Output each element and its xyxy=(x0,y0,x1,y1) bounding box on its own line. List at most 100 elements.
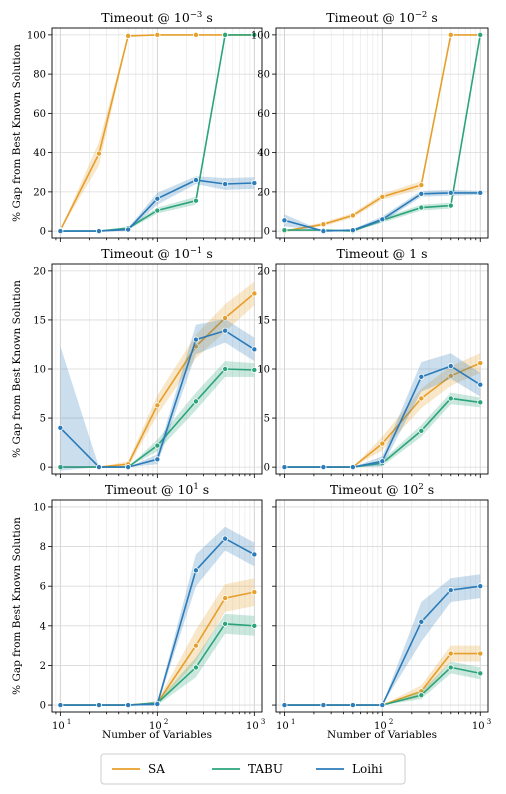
confidence-band-sa xyxy=(60,578,255,706)
x-tick-label-exponent: 1 xyxy=(67,718,71,726)
data-point-sa xyxy=(379,440,386,447)
data-point-tabu xyxy=(192,664,199,671)
data-point-tabu xyxy=(251,31,258,38)
data-point-loihi xyxy=(251,551,258,558)
x-tick-label: 10 xyxy=(246,721,259,732)
data-point-sa xyxy=(154,31,161,38)
legend-label-sa: SA xyxy=(148,762,165,776)
x-tick-label: 10 xyxy=(149,721,162,732)
data-point-sa xyxy=(222,314,229,321)
chart-title: Timeout @ 1 s xyxy=(337,246,428,261)
data-point-tabu xyxy=(418,692,425,699)
y-tick-label: 0 xyxy=(264,463,270,474)
chart-title: Timeout @ 10−3 s xyxy=(101,10,212,25)
chart-panel-3: 0 5 10 15 20 Timeout @ 10−1 s xyxy=(33,246,263,478)
data-point-loihi xyxy=(477,583,484,590)
legend: SA TABU Loihi xyxy=(100,753,406,785)
data-point-loihi xyxy=(447,189,454,196)
data-point-sa xyxy=(125,32,132,39)
confidence-band-loihi xyxy=(60,319,255,471)
data-point-sa xyxy=(477,650,484,657)
y-tick-label: 10 xyxy=(257,365,270,376)
data-point-loihi xyxy=(447,363,454,370)
y-tick-label: 20 xyxy=(257,266,270,277)
data-point-sa xyxy=(418,182,425,189)
y-tick-label: 0 xyxy=(40,463,46,474)
data-point-sa xyxy=(251,589,258,596)
y-axis-label: % Gap from Best Known Solution xyxy=(11,280,23,458)
x-tick-label-exponent: 2 xyxy=(164,718,168,726)
y-tick-label: 5 xyxy=(264,414,270,425)
y-tick-label: 100 xyxy=(251,30,270,41)
data-point-tabu xyxy=(192,398,199,405)
data-point-sa xyxy=(418,395,425,402)
data-point-loihi xyxy=(125,464,132,471)
chart-title: Timeout @ 10−1 s xyxy=(101,246,212,261)
data-point-tabu xyxy=(418,427,425,434)
data-point-sa xyxy=(154,402,161,409)
data-point-tabu xyxy=(447,664,454,671)
data-point-loihi xyxy=(281,217,288,224)
x-tick-label: 10 xyxy=(276,721,289,732)
y-tick-label: 60 xyxy=(33,109,46,120)
data-point-tabu xyxy=(251,366,258,373)
data-point-loihi xyxy=(349,227,356,234)
y-tick-label: 10 xyxy=(33,365,46,376)
legend-box xyxy=(100,753,406,785)
data-point-tabu xyxy=(418,204,425,211)
chart-panel-2: 0 20 40 60 80 100 Timeout @ 10−2 s xyxy=(251,10,489,242)
x-tick-label: 10 xyxy=(52,721,65,732)
y-tick-label: 0 xyxy=(40,701,46,712)
y-axis-label: % Gap from Best Known Solution xyxy=(11,44,23,222)
data-point-loihi xyxy=(95,464,102,471)
chart-title: Timeout @ 102 s xyxy=(330,482,434,497)
chart-title: Timeout @ 10−2 s xyxy=(326,10,437,25)
confidence-band-loihi xyxy=(284,353,481,468)
data-point-loihi xyxy=(57,228,64,235)
y-tick-label: 20 xyxy=(257,187,270,198)
data-point-loihi xyxy=(379,702,386,709)
data-point-sa xyxy=(447,31,454,38)
data-point-sa xyxy=(349,212,356,219)
data-point-loihi xyxy=(418,190,425,197)
data-point-sa xyxy=(379,193,386,200)
data-point-loihi xyxy=(379,458,386,465)
data-point-sa xyxy=(95,150,102,157)
data-point-loihi xyxy=(222,181,229,188)
data-point-loihi xyxy=(57,424,64,431)
y-tick-label: 80 xyxy=(257,70,270,81)
data-point-loihi xyxy=(154,456,161,463)
data-point-tabu xyxy=(251,622,258,629)
chart-panel-4: 0 5 10 15 20 Timeout @ 1 s xyxy=(257,246,489,478)
data-point-loihi xyxy=(349,464,356,471)
confidence-band-loihi xyxy=(284,189,481,232)
y-tick-label: 20 xyxy=(33,266,46,277)
x-axis-label: Number of Variables xyxy=(102,729,212,741)
data-point-loihi xyxy=(222,535,229,542)
confidence-band-sa xyxy=(284,353,481,468)
data-point-tabu xyxy=(57,464,64,471)
y-tick-label: 10 xyxy=(33,502,46,513)
data-point-loihi xyxy=(281,464,288,471)
data-point-loihi xyxy=(281,702,288,709)
data-point-tabu xyxy=(154,442,161,449)
y-tick-label: 40 xyxy=(33,148,46,159)
x-tick-label: 10 xyxy=(472,721,485,732)
data-point-tabu xyxy=(447,395,454,402)
data-point-loihi xyxy=(251,180,258,187)
y-tick-label: 2 xyxy=(40,661,46,672)
data-point-loihi xyxy=(192,567,199,574)
x-axis-label: Number of Variables xyxy=(327,729,437,741)
data-point-sa xyxy=(477,360,484,367)
data-point-loihi xyxy=(349,702,356,709)
y-axis-labels: % Gap from Best Known Solution % Gap from… xyxy=(11,44,23,695)
y-tick-label: 0 xyxy=(264,227,270,238)
data-point-sa xyxy=(251,290,258,297)
data-point-loihi xyxy=(95,228,102,235)
x-tick-label-exponent: 1 xyxy=(291,718,295,726)
data-point-tabu xyxy=(477,399,484,406)
